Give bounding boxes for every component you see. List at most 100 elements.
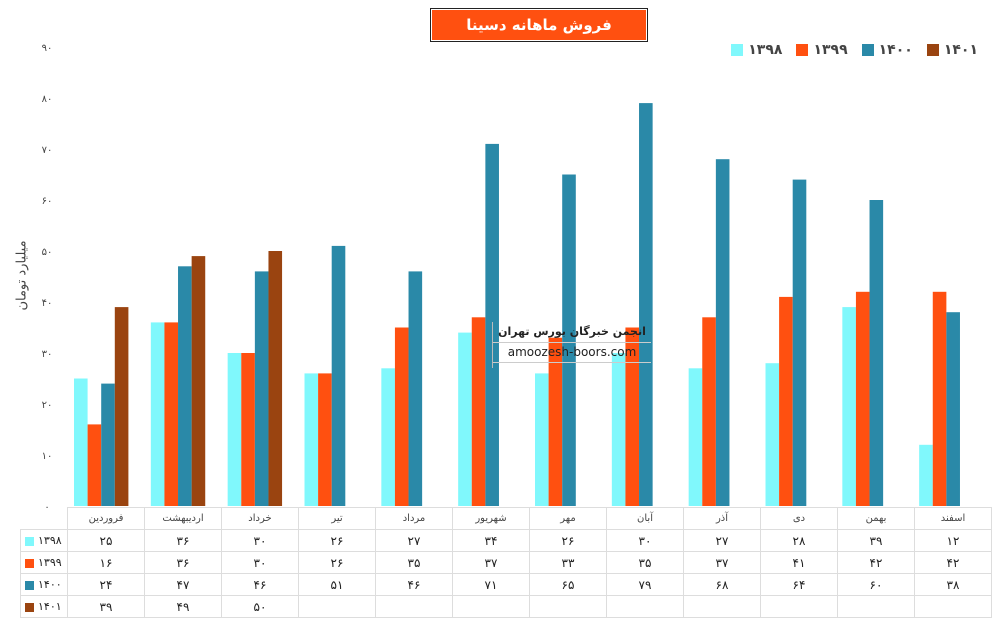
data-cell: ۴۲ bbox=[914, 551, 992, 574]
data-cell: ۲۴ bbox=[67, 573, 145, 596]
legend-swatch bbox=[25, 580, 34, 590]
bar-۱۴۰۱-خرداد bbox=[268, 251, 283, 506]
data-cell: ۳۵ bbox=[606, 551, 684, 574]
table-row: ۱۳۹۹ ۱۶ ۳۶ ۳۰ ۲۶ ۳۵ ۳۷ ۳۳ ۳۵ ۳۷ ۴۱ ۴۲ ۴۲ bbox=[20, 551, 992, 574]
watermark-line1: انجمن خبرگان بورس تهران bbox=[493, 325, 651, 343]
row-legend: ۱۳۹۹ bbox=[20, 551, 68, 574]
data-cell: ۳۶ bbox=[144, 551, 222, 574]
data-cell: ۳۵ bbox=[375, 551, 453, 574]
bar-۱۳۹۹-اسفند bbox=[932, 291, 947, 506]
watermark: انجمن خبرگان بورس تهران amoozesh-boors.c… bbox=[492, 322, 651, 368]
x-tick-label: دی bbox=[760, 507, 838, 530]
bar-۱۳۹۸-مرداد bbox=[381, 368, 395, 506]
bar-۱۴۰۱-اردیبهشت bbox=[191, 256, 206, 506]
legend-label: ۱۴۰۱ bbox=[943, 42, 978, 58]
legend: ۱۳۹۸ ۱۳۹۹ ۱۴۰۰ ۱۴۰۱ bbox=[731, 42, 978, 58]
x-tick-label: فروردین bbox=[67, 507, 145, 530]
legend-swatch bbox=[25, 602, 34, 612]
data-cell: ۶۰ bbox=[837, 573, 915, 596]
bar-۱۳۹۹-بهمن bbox=[855, 291, 870, 506]
bar-۱۳۹۹-شهریور bbox=[471, 317, 486, 506]
bar-۱۴۰۰-تیر bbox=[331, 245, 346, 506]
data-cell bbox=[529, 595, 607, 618]
bar-۱۴۰۰-فروردین bbox=[101, 383, 115, 506]
bar-۱۳۹۸-آبان bbox=[611, 353, 626, 506]
bar-۱۳۹۹-فروردین bbox=[87, 424, 102, 506]
data-cell: ۲۵ bbox=[67, 529, 145, 552]
data-cell: ۳۰ bbox=[221, 551, 299, 574]
bar-۱۴۰۱-فروردین bbox=[114, 307, 129, 506]
row-legend: ۱۴۰۰ bbox=[20, 573, 68, 596]
legend-label: ۱۳۹۸ bbox=[748, 42, 783, 58]
bar-۱۳۹۹-مهر bbox=[548, 337, 563, 506]
table-row: ۱۳۹۸ ۲۵ ۳۶ ۳۰ ۲۶ ۲۷ ۳۴ ۲۶ ۳۰ ۲۷ ۲۸ ۳۹ ۱۲ bbox=[20, 529, 992, 552]
legend-swatch bbox=[25, 558, 34, 568]
bar-۱۳۹۹-اردیبهشت bbox=[164, 322, 179, 506]
x-tick-label: آبان bbox=[606, 507, 684, 530]
x-tick-label: آذر bbox=[683, 507, 761, 530]
bar-۱۳۹۹-آبان bbox=[625, 327, 640, 506]
y-tick-label: ۲۰ bbox=[42, 400, 53, 411]
legend-item[interactable]: ۱۳۹۸ bbox=[731, 42, 782, 58]
bar-۱۳۹۸-اسفند bbox=[919, 444, 933, 506]
data-cell: ۲۷ bbox=[683, 529, 761, 552]
data-cell bbox=[914, 595, 992, 618]
bar-۱۴۰۰-بهمن bbox=[869, 200, 884, 506]
chart-title: فروش ماهانه دسینا bbox=[430, 8, 648, 42]
data-cell: ۱۲ bbox=[914, 529, 992, 552]
legend-swatch bbox=[731, 44, 744, 56]
legend-label: ۱۴۰۰ bbox=[878, 42, 913, 58]
data-cell: ۶۴ bbox=[760, 573, 838, 596]
legend-swatch bbox=[25, 536, 34, 546]
data-cell: ۳۴ bbox=[452, 529, 530, 552]
x-tick-label: شهریور bbox=[452, 507, 530, 530]
legend-item[interactable]: ۱۴۰۱ bbox=[926, 42, 978, 58]
bar-۱۳۹۸-خرداد bbox=[227, 353, 242, 506]
data-cell: ۴۶ bbox=[375, 573, 453, 596]
x-tick-label: بهمن bbox=[837, 507, 915, 530]
x-tick-label: خرداد bbox=[221, 507, 299, 530]
data-cell: ۴۷ bbox=[144, 573, 222, 596]
data-cell: ۲۶ bbox=[298, 529, 376, 552]
bar-۱۳۹۹-دی bbox=[779, 296, 793, 506]
row-legend: ۱۴۰۱ bbox=[20, 595, 68, 618]
watermark-line2: amoozesh-boors.com bbox=[493, 345, 651, 363]
legend-swatch bbox=[861, 44, 874, 56]
row-label: ۱۳۹۸ bbox=[38, 534, 62, 547]
data-cell: ۲۶ bbox=[529, 529, 607, 552]
y-tick-label: ۴۰ bbox=[42, 298, 53, 309]
data-cell: ۴۲ bbox=[837, 551, 915, 574]
data-cell bbox=[298, 595, 376, 618]
y-tick-label: ۹۰ bbox=[42, 43, 53, 54]
data-cell: ۲۸ bbox=[760, 529, 838, 552]
legend-item[interactable]: ۱۳۹۹ bbox=[796, 42, 848, 58]
bar-۱۳۹۸-فروردین bbox=[74, 378, 88, 506]
data-cell: ۳۰ bbox=[606, 529, 684, 552]
legend-item[interactable]: ۱۴۰۰ bbox=[861, 42, 913, 58]
data-cell: ۲۶ bbox=[298, 551, 376, 574]
data-cell: ۷۹ bbox=[606, 573, 684, 596]
data-cell bbox=[375, 595, 453, 618]
bar-۱۳۹۹-مرداد bbox=[394, 327, 409, 506]
data-cell: ۱۶ bbox=[67, 551, 145, 574]
bar-۱۴۰۰-دی bbox=[792, 179, 807, 506]
x-tick-label: تیر bbox=[298, 507, 376, 530]
data-cell: ۷۱ bbox=[452, 573, 530, 596]
bar-۱۳۹۹-تیر bbox=[318, 373, 332, 506]
bar-۱۴۰۰-آبان bbox=[639, 103, 653, 506]
row-legend: ۱۳۹۸ bbox=[20, 529, 68, 552]
data-cell: ۴۶ bbox=[221, 573, 299, 596]
bar-۱۳۹۹-خرداد bbox=[241, 353, 255, 506]
bar-۱۳۹۸-شهریور bbox=[458, 332, 472, 506]
y-tick-label: ۵۰ bbox=[42, 247, 53, 258]
x-tick-label: اردیبهشت bbox=[144, 507, 222, 530]
bar-۱۴۰۰-خرداد bbox=[254, 271, 269, 506]
table-corner bbox=[20, 507, 68, 530]
data-cell: ۳۶ bbox=[144, 529, 222, 552]
bar-۱۴۰۰-اسفند bbox=[946, 312, 960, 506]
data-cell: ۲۷ bbox=[375, 529, 453, 552]
data-cell: ۵۰ bbox=[221, 595, 299, 618]
data-cell: ۴۹ bbox=[144, 595, 222, 618]
data-cell: ۵۱ bbox=[298, 573, 376, 596]
y-tick-label: ۷۰ bbox=[42, 145, 53, 156]
